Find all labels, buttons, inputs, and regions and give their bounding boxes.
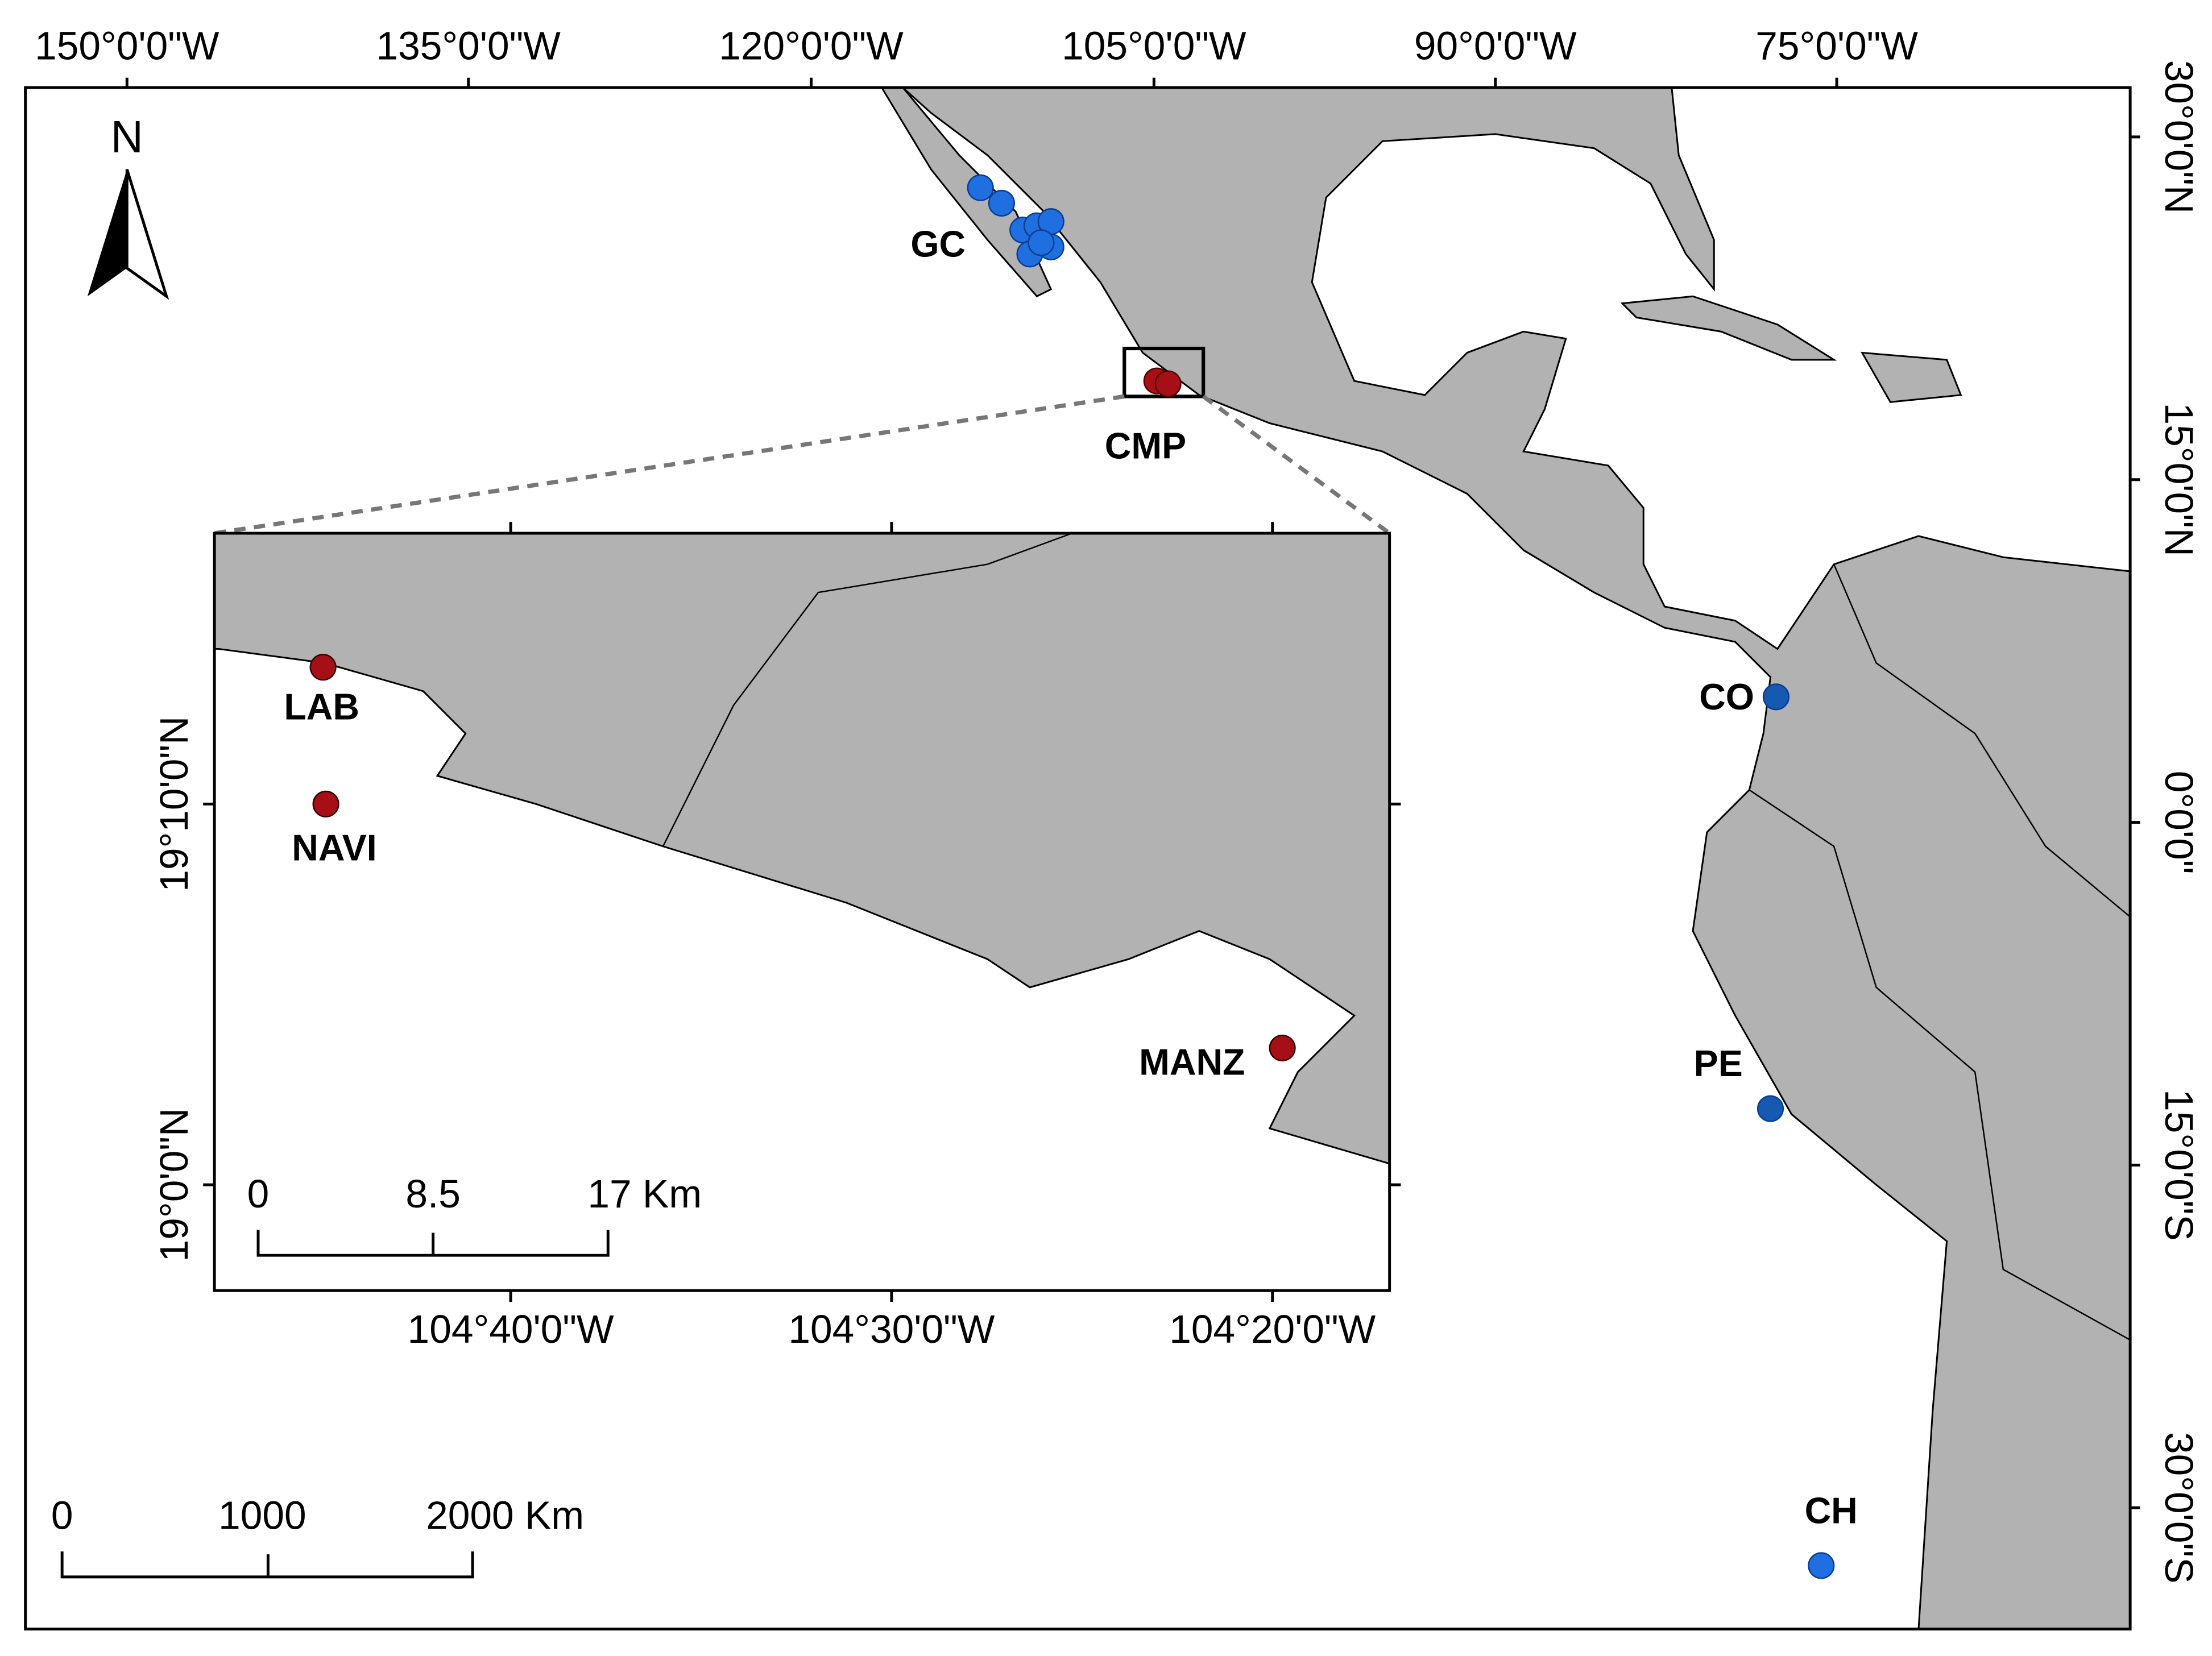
lat-label: 30°0'0"N <box>2157 60 2201 214</box>
scale-bar: 0 1000 2000 Km <box>51 1493 584 1579</box>
lat-label: 0°0'0" <box>2157 771 2201 874</box>
site-label: LAB <box>284 686 359 727</box>
border <box>1749 789 2131 1341</box>
scale-label: 0 <box>51 1493 73 1537</box>
scale-label: 2000 Km <box>426 1493 584 1537</box>
site-point <box>312 790 339 817</box>
lon-label: 120°0'0"W <box>719 23 904 68</box>
inset-connector <box>214 394 1125 536</box>
inset-lon-label: 104°30'0"W <box>788 1307 995 1351</box>
scale-label: 8.5 <box>405 1172 461 1216</box>
land-cuba <box>1620 295 1837 361</box>
lon-label: 150°0'0"W <box>35 23 219 68</box>
frame-ticks <box>125 77 2140 1509</box>
lon-label: 75°0'0"W <box>1755 23 1918 68</box>
north-label: N <box>111 111 143 162</box>
inset-map: 104°40'0"W 104°30'0"W 104°20'0"W 19°10'0… <box>152 522 1401 1351</box>
site-label: NAVI <box>292 828 376 869</box>
site-label: CH <box>1805 1491 1858 1532</box>
sites-gc <box>967 174 1064 268</box>
north-arrow: N <box>87 111 169 300</box>
inset-scale-bar: 0 8.5 17 Km <box>247 1172 702 1257</box>
lon-label: 135°0'0"W <box>376 23 561 68</box>
lat-label: 30°0'0"S <box>2157 1432 2201 1584</box>
land-hispaniola <box>1861 351 1962 403</box>
lon-label: 90°0'0"W <box>1414 23 1577 68</box>
site-point <box>1757 1095 1784 1122</box>
inset-frame <box>213 532 1391 1292</box>
inset-river <box>662 532 1072 847</box>
lat-label: 15°0'0"N <box>2157 403 2201 557</box>
map-frame <box>24 86 2132 1631</box>
site-point <box>1808 1552 1835 1579</box>
site-label: PE <box>1694 1043 1743 1084</box>
inset-lat-label: 19°0'0"N <box>152 1108 196 1261</box>
site-point <box>1269 1034 1296 1062</box>
site-label: CO <box>1699 676 1754 717</box>
inset-lon-label: 104°40'0"W <box>408 1307 614 1351</box>
site-point <box>309 654 337 681</box>
site-label: MANZ <box>1139 1042 1245 1083</box>
site-label: GC <box>910 224 966 265</box>
inset-land <box>213 532 1391 1165</box>
scale-label: 17 Km <box>587 1172 702 1216</box>
scale-label: 0 <box>247 1172 270 1216</box>
site-point <box>1154 370 1182 397</box>
border <box>1833 564 2131 918</box>
inset-ticks <box>203 522 1401 1302</box>
lon-label: 105°0'0"W <box>1062 23 1246 68</box>
site-point <box>1762 683 1790 711</box>
land-baja <box>880 86 1053 298</box>
site-label: CMP <box>1105 426 1186 467</box>
inset-lat-label: 19°10'0"N <box>152 716 196 892</box>
land-americas <box>900 86 2131 1630</box>
scale-label: 1000 <box>218 1493 306 1537</box>
lat-label: 15°0'0"S <box>2157 1089 2201 1241</box>
inset-lon-label: 104°20'0"W <box>1169 1307 1376 1351</box>
